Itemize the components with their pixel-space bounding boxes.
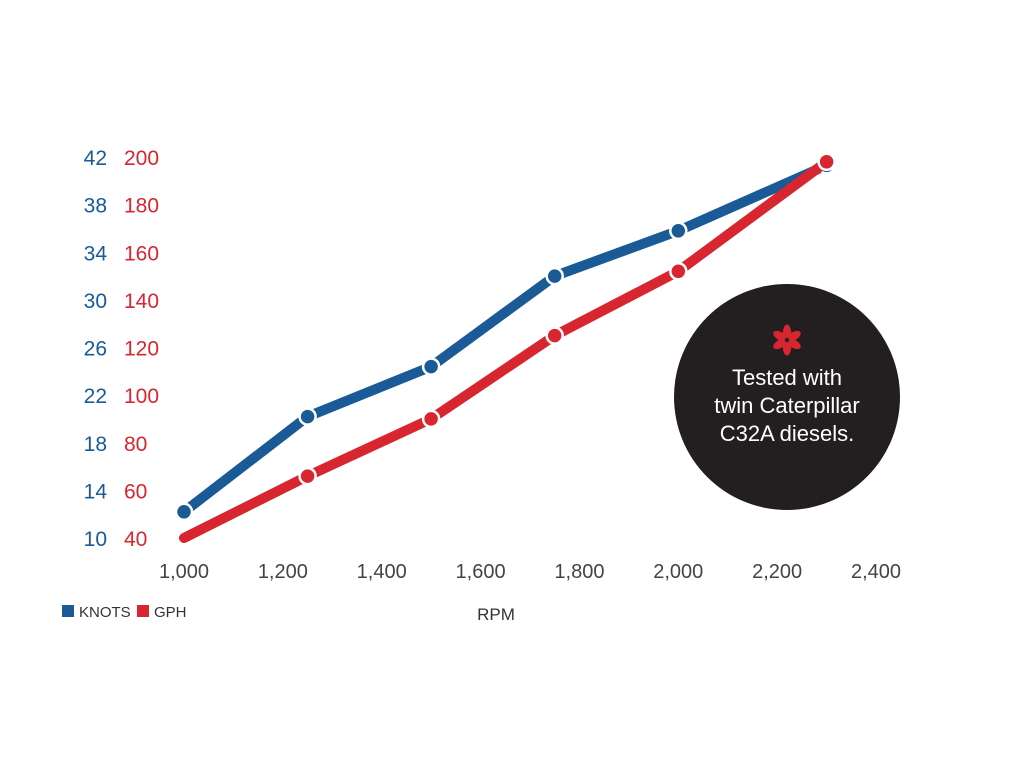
y-tick-knots-22: 22 xyxy=(84,385,107,408)
y-tick-knots-14: 14 xyxy=(84,480,108,503)
y-tick-gph-160: 160 xyxy=(124,242,159,265)
y-tick-knots-26: 26 xyxy=(84,338,107,361)
point-knots-1500 xyxy=(421,357,441,376)
series-line-knots xyxy=(179,160,832,517)
y-tick-knots-34: 34 xyxy=(84,242,108,265)
point-gph-1500 xyxy=(421,409,441,429)
y-tick-gph-200: 200 xyxy=(124,147,159,170)
callout-circle xyxy=(674,284,900,510)
asterisk-icon xyxy=(773,324,801,356)
y-tick-knots-18: 18 xyxy=(84,433,107,456)
legend: KNOTS GPH xyxy=(62,604,187,621)
point-knots-1250 xyxy=(298,407,317,426)
legend-gph-swatch xyxy=(137,605,149,617)
y-tick-knots-30: 30 xyxy=(84,290,107,313)
y-axis-knots-ticks: 10 14 18 22 26 30 34 38 42 xyxy=(84,147,108,551)
point-gph-2300 xyxy=(817,152,836,172)
point-gph-2000 xyxy=(669,262,688,281)
y-tick-gph-60: 60 xyxy=(124,480,147,503)
y-tick-gph-100: 100 xyxy=(124,385,159,408)
callout: Tested with twin Caterpillar C32A diesel… xyxy=(674,284,900,510)
y-tick-gph-180: 180 xyxy=(124,195,159,218)
callout-line-2: twin Caterpillar xyxy=(714,393,860,418)
series-layer xyxy=(174,152,836,543)
y-tick-gph-80: 80 xyxy=(124,433,147,456)
point-knots-1000 xyxy=(174,502,194,522)
callout-line-1: Tested with xyxy=(732,365,842,390)
callout-line-3: C32A diesels. xyxy=(720,421,855,446)
y-tick-gph-120: 120 xyxy=(124,338,159,361)
y-axis-gph-ticks: 40 60 80 100 120 140 160 180 200 xyxy=(124,147,159,551)
point-gph-1250 xyxy=(298,466,317,486)
x-tick-2400: 2,400 xyxy=(851,561,901,583)
x-tick-1200: 1,200 xyxy=(258,561,308,583)
y-tick-gph-140: 140 xyxy=(124,290,159,313)
legend-gph-label: GPH xyxy=(154,604,187,621)
x-tick-1400: 1,400 xyxy=(357,561,407,583)
legend-knots-swatch xyxy=(62,605,74,617)
y-tick-gph-40: 40 xyxy=(124,528,147,551)
series-line-gph xyxy=(179,156,832,543)
x-axis-ticks: 1,000 1,200 1,400 1,600 1,800 2,000 2,200 2,400 xyxy=(159,561,901,583)
legend-knots-label: KNOTS xyxy=(79,604,131,621)
point-gph-1750 xyxy=(545,326,564,345)
y-tick-knots-10: 10 xyxy=(84,528,107,551)
point-knots-2000 xyxy=(669,221,688,241)
x-tick-1000: 1,000 xyxy=(159,561,209,583)
x-tick-2000: 2,000 xyxy=(653,561,703,583)
x-tick-2200: 2,200 xyxy=(752,561,802,583)
y-tick-knots-38: 38 xyxy=(84,195,107,218)
x-tick-1600: 1,600 xyxy=(456,561,506,583)
y-tick-knots-42: 42 xyxy=(84,147,107,170)
x-tick-1800: 1,800 xyxy=(554,561,604,583)
x-axis-label: RPM xyxy=(477,605,515,624)
point-knots-1750 xyxy=(545,266,564,286)
